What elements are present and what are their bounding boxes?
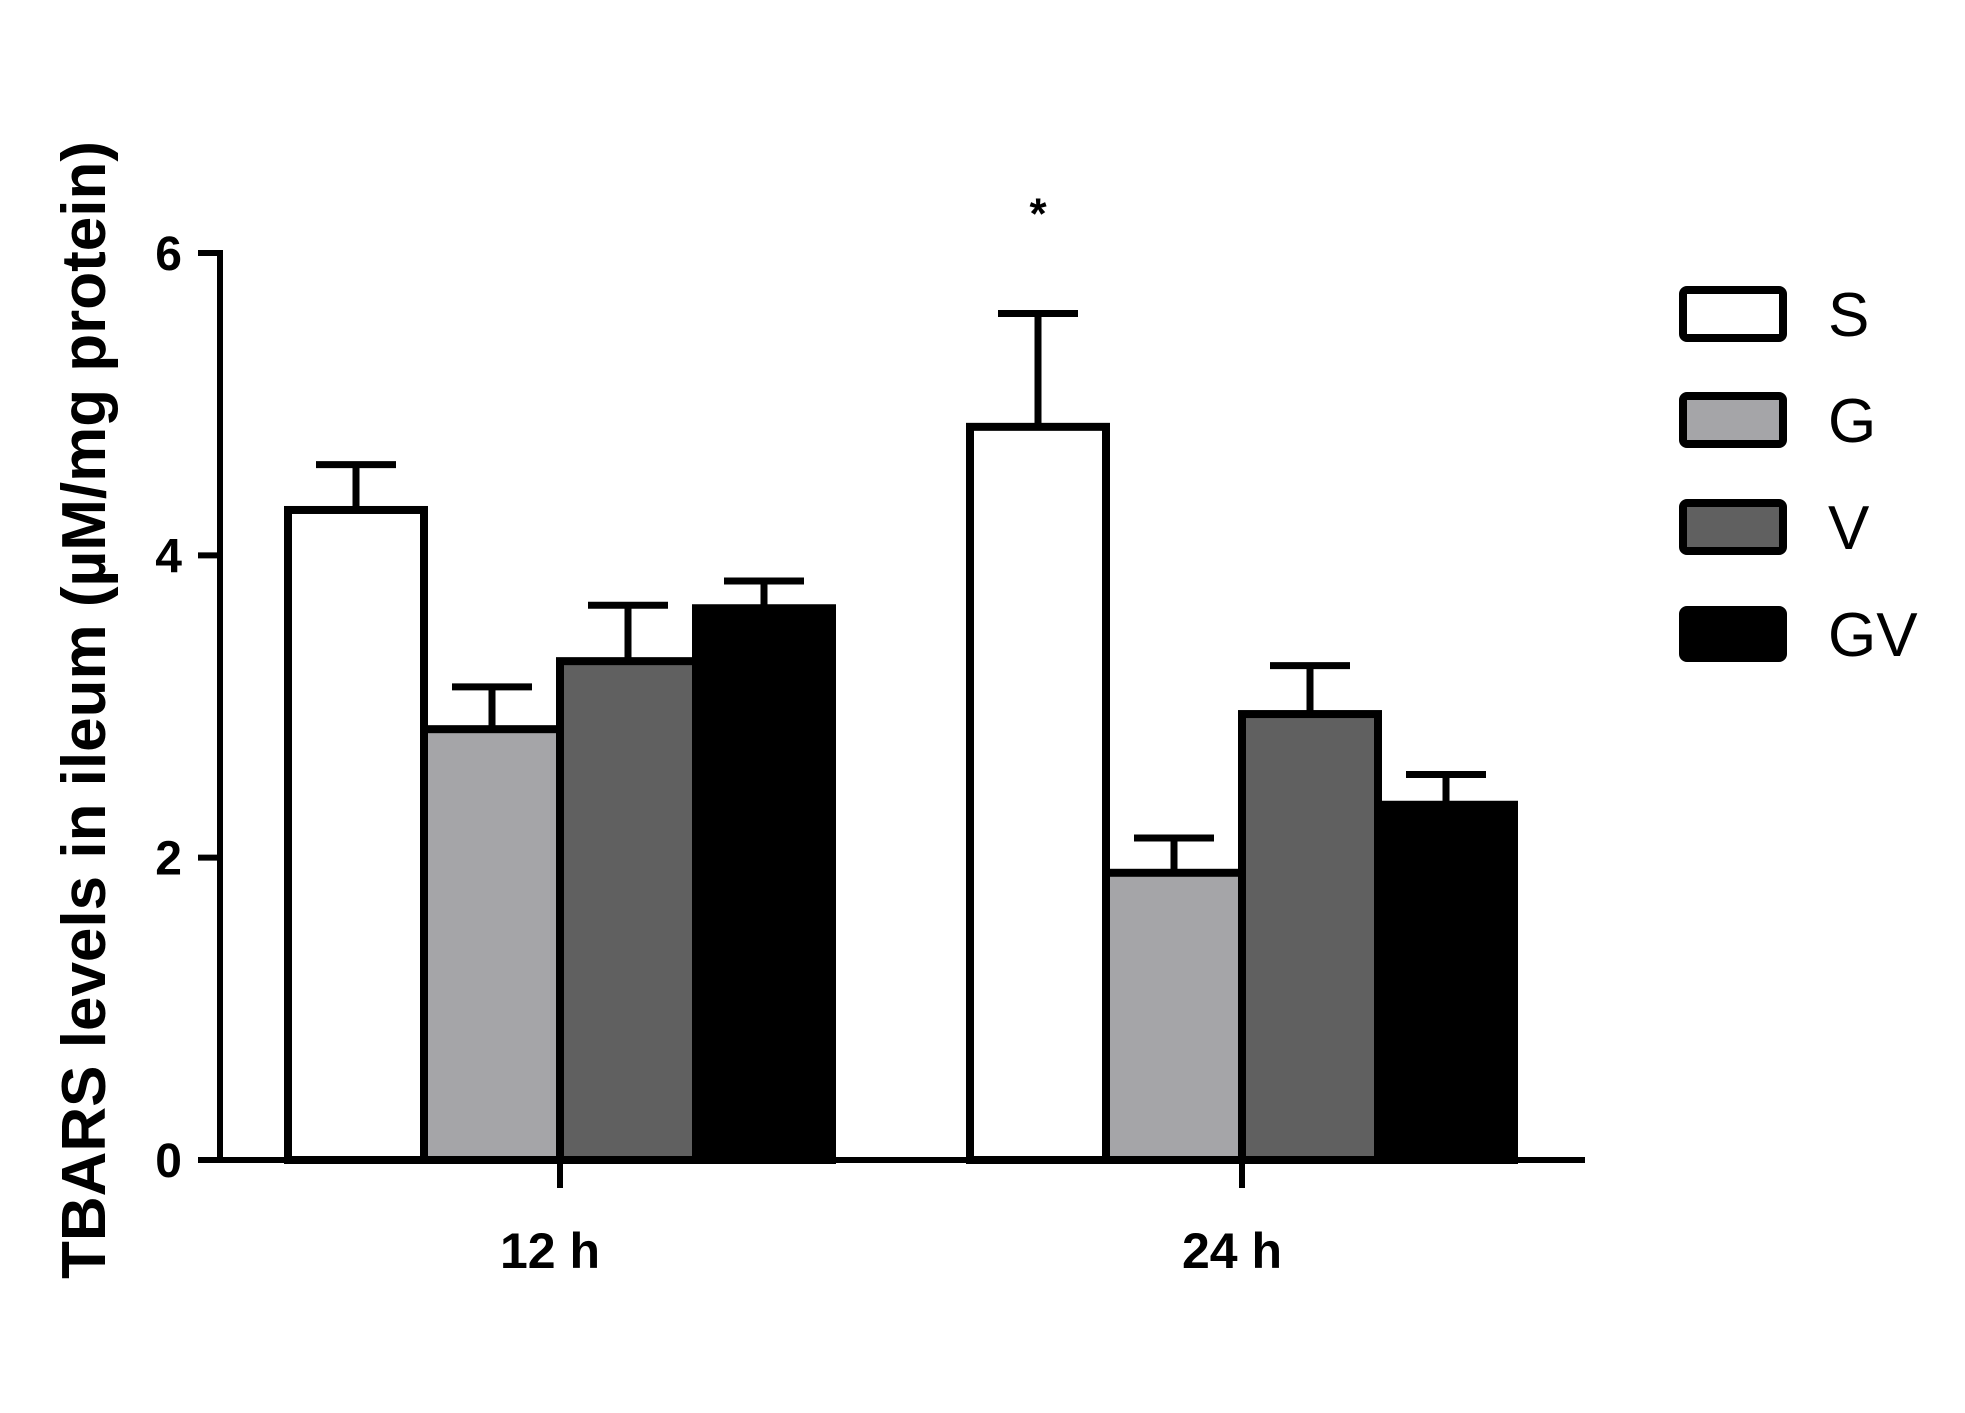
legend-label-gv: GV xyxy=(1828,601,1918,670)
significance-marker: * xyxy=(1029,189,1047,238)
error-bars xyxy=(316,309,1486,873)
y-ticks: 0 2 4 6 xyxy=(155,228,220,1188)
legend-swatch-s xyxy=(1679,286,1787,342)
x-categories: 12 h 24 h xyxy=(500,1160,1282,1279)
legend-label-v: V xyxy=(1828,494,1870,563)
legend-label-s: S xyxy=(1828,281,1869,350)
bar-s-0 xyxy=(284,505,428,1164)
bar-s-1 xyxy=(966,422,1110,1164)
y-axis-label: TBARS levels in ileum (µM/mg protein) xyxy=(50,141,119,1279)
x-category-label: 24 h xyxy=(1182,1223,1282,1279)
legend-swatch-g xyxy=(1679,392,1787,448)
bar-v-1 xyxy=(1238,710,1382,1165)
y-tick-label: 0 xyxy=(155,1135,182,1188)
bars xyxy=(284,422,1518,1165)
bar-gv-1 xyxy=(1374,800,1518,1165)
bar-g-1 xyxy=(1102,868,1246,1164)
annotations: * xyxy=(1029,189,1047,238)
bar-v-0 xyxy=(556,657,700,1165)
legend-swatch-gv xyxy=(1679,606,1787,662)
legend-swatch-v xyxy=(1679,499,1787,555)
y-tick-label: 6 xyxy=(155,228,182,281)
y-tick-label: 2 xyxy=(155,833,182,886)
bar-g-0 xyxy=(420,725,564,1164)
bar-gv-0 xyxy=(692,604,836,1164)
y-tick-label: 4 xyxy=(155,530,182,583)
legend-label-g: G xyxy=(1828,387,1876,456)
x-category-label: 12 h xyxy=(500,1223,600,1279)
